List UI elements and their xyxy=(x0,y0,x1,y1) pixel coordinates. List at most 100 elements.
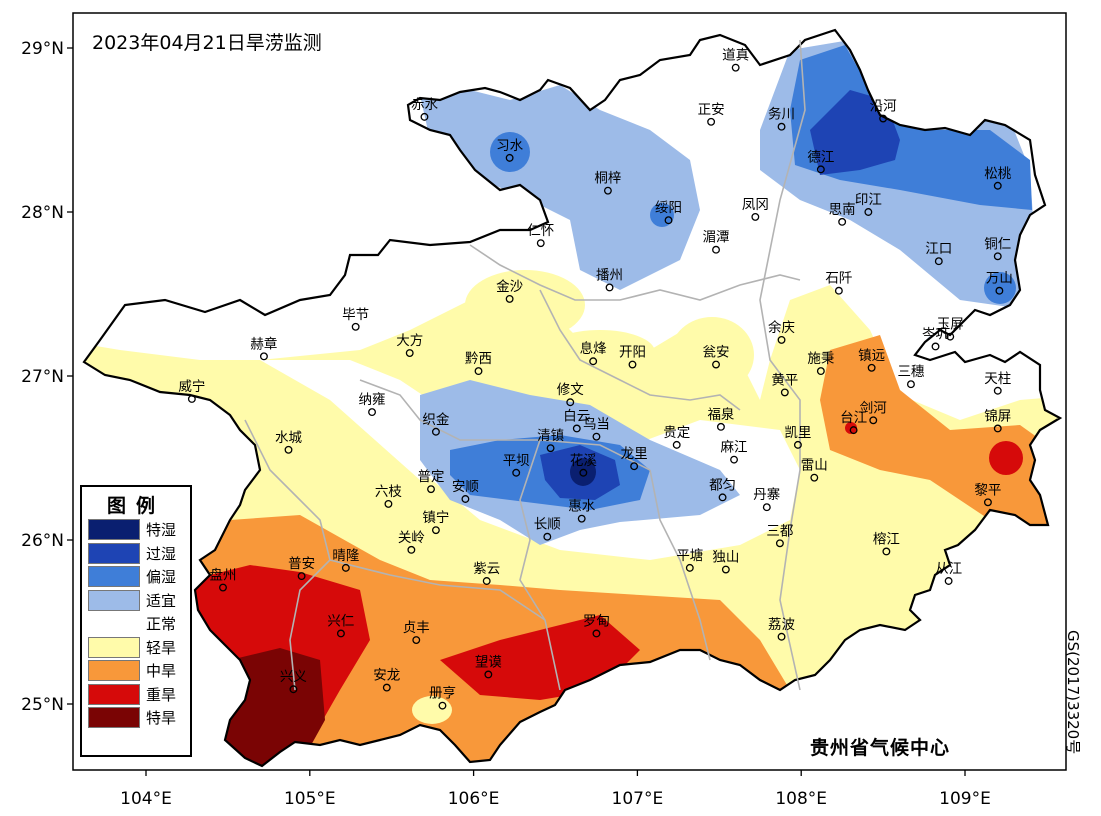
city-label: 贵定 xyxy=(663,425,690,441)
city-marker: 贵定 xyxy=(663,425,690,449)
city-marker: 花溪 xyxy=(570,453,597,477)
city-label: 开阳 xyxy=(619,345,646,361)
legend-label: 特湿 xyxy=(146,521,177,540)
city-marker: 关岭 xyxy=(398,530,425,554)
city-dot xyxy=(589,357,598,366)
city-label: 施秉 xyxy=(807,351,834,367)
city-dot xyxy=(420,112,429,121)
zone-moderately-wet-suiyang xyxy=(650,203,674,227)
city-marker: 榕江 xyxy=(873,531,900,556)
city-dot xyxy=(474,367,483,376)
city-dot xyxy=(605,283,614,292)
city-marker: 麻江 xyxy=(721,440,748,464)
city-label: 天柱 xyxy=(984,371,1011,387)
city-marker: 紫云 xyxy=(473,561,500,585)
city-label: 织金 xyxy=(422,412,449,428)
city-marker: 习水 xyxy=(496,138,524,162)
city-marker: 毕节 xyxy=(342,307,369,331)
city-label: 安龙 xyxy=(373,668,400,684)
city-dot xyxy=(336,629,345,638)
city-dot xyxy=(993,252,1002,261)
city-marker: 赤水 xyxy=(411,97,438,121)
city-marker: 晴隆 xyxy=(332,548,360,572)
city-label: 福泉 xyxy=(707,406,735,423)
city-dot xyxy=(664,216,673,225)
city-dot xyxy=(983,498,992,507)
province-boundary xyxy=(82,28,1063,768)
credit-label: 贵州省气候中心 xyxy=(810,737,951,759)
city-label: 德江 xyxy=(807,149,834,165)
city-dot xyxy=(384,499,393,508)
city-label: 平坝 xyxy=(503,453,530,469)
city-label: 麻江 xyxy=(721,440,748,456)
city-dot xyxy=(259,352,268,361)
city-label: 凯里 xyxy=(784,425,811,441)
city-label: 余庆 xyxy=(768,319,795,336)
city-label: 清镇 xyxy=(537,428,564,444)
city-marker: 息烽 xyxy=(580,340,607,366)
city-marker: 丹寨 xyxy=(753,486,780,512)
city-label: 万山 xyxy=(986,271,1013,287)
city-dot xyxy=(431,427,440,436)
city-marker: 惠水 xyxy=(568,499,596,523)
city-dot xyxy=(993,386,1002,395)
zone-severe-drought-luodian xyxy=(440,615,640,700)
city-marker: 玉屏 xyxy=(937,317,964,341)
city-label: 镇远 xyxy=(858,348,885,364)
legend-label: 轻旱 xyxy=(146,638,177,657)
city-marker: 平坝 xyxy=(503,453,530,477)
city-dot xyxy=(730,455,738,464)
city-label: 息烽 xyxy=(580,340,607,357)
city-dot xyxy=(368,408,376,417)
city-marker: 台江 xyxy=(840,410,867,435)
city-label: 丹寨 xyxy=(753,486,780,503)
city-marker: 龙里 xyxy=(621,446,648,471)
city-marker: 福泉 xyxy=(707,406,735,431)
city-dot xyxy=(931,342,940,351)
city-marker: 黔西 xyxy=(465,351,492,376)
legend-label: 重旱 xyxy=(146,685,177,704)
city-label: 玉屏 xyxy=(937,317,964,333)
city-dot xyxy=(382,683,391,692)
city-label: 荔波 xyxy=(768,617,795,633)
city-marker: 织金 xyxy=(422,412,450,436)
city-marker: 普定 xyxy=(418,469,445,494)
city-dot xyxy=(777,335,786,344)
city-dot xyxy=(284,445,293,454)
city-dot xyxy=(721,565,730,574)
city-label: 凤冈 xyxy=(742,197,769,213)
city-label: 修文 xyxy=(557,382,584,398)
city-dot xyxy=(592,432,601,441)
city-dot xyxy=(810,473,819,482)
city-label: 思南 xyxy=(829,202,856,218)
zone-light-drought-xifeng xyxy=(545,330,655,374)
city-marker: 清镇 xyxy=(537,428,564,453)
city-dot xyxy=(579,468,588,477)
city-dot xyxy=(405,349,414,357)
legend-label: 正常 xyxy=(146,615,177,634)
city-dot xyxy=(461,495,470,503)
legend-item: 特旱 xyxy=(82,706,190,730)
zone-severe-drought-jinping xyxy=(989,441,1023,475)
city-label: 榕江 xyxy=(873,531,900,547)
city-dot xyxy=(536,239,545,248)
city-dot xyxy=(603,186,612,195)
city-label: 黎平 xyxy=(974,482,1001,498)
city-marker: 开阳 xyxy=(619,345,646,369)
legend-swatch xyxy=(88,636,140,658)
city-dot xyxy=(780,388,789,397)
city-label: 都匀 xyxy=(709,477,736,493)
city-label: 道真 xyxy=(722,48,749,64)
city-label: 三穗 xyxy=(897,364,924,380)
city-dot xyxy=(869,416,878,425)
city-label: 江口 xyxy=(925,241,952,257)
city-marker: 赫章 xyxy=(250,335,277,361)
city-marker: 播州 xyxy=(596,267,623,292)
city-label: 三都 xyxy=(766,523,793,539)
legend-label: 中旱 xyxy=(146,662,177,681)
city-dot xyxy=(867,363,876,372)
city-marker: 安顺 xyxy=(452,479,479,503)
zone-light-drought-jinsha xyxy=(465,270,585,340)
city-marker: 三都 xyxy=(766,523,793,548)
